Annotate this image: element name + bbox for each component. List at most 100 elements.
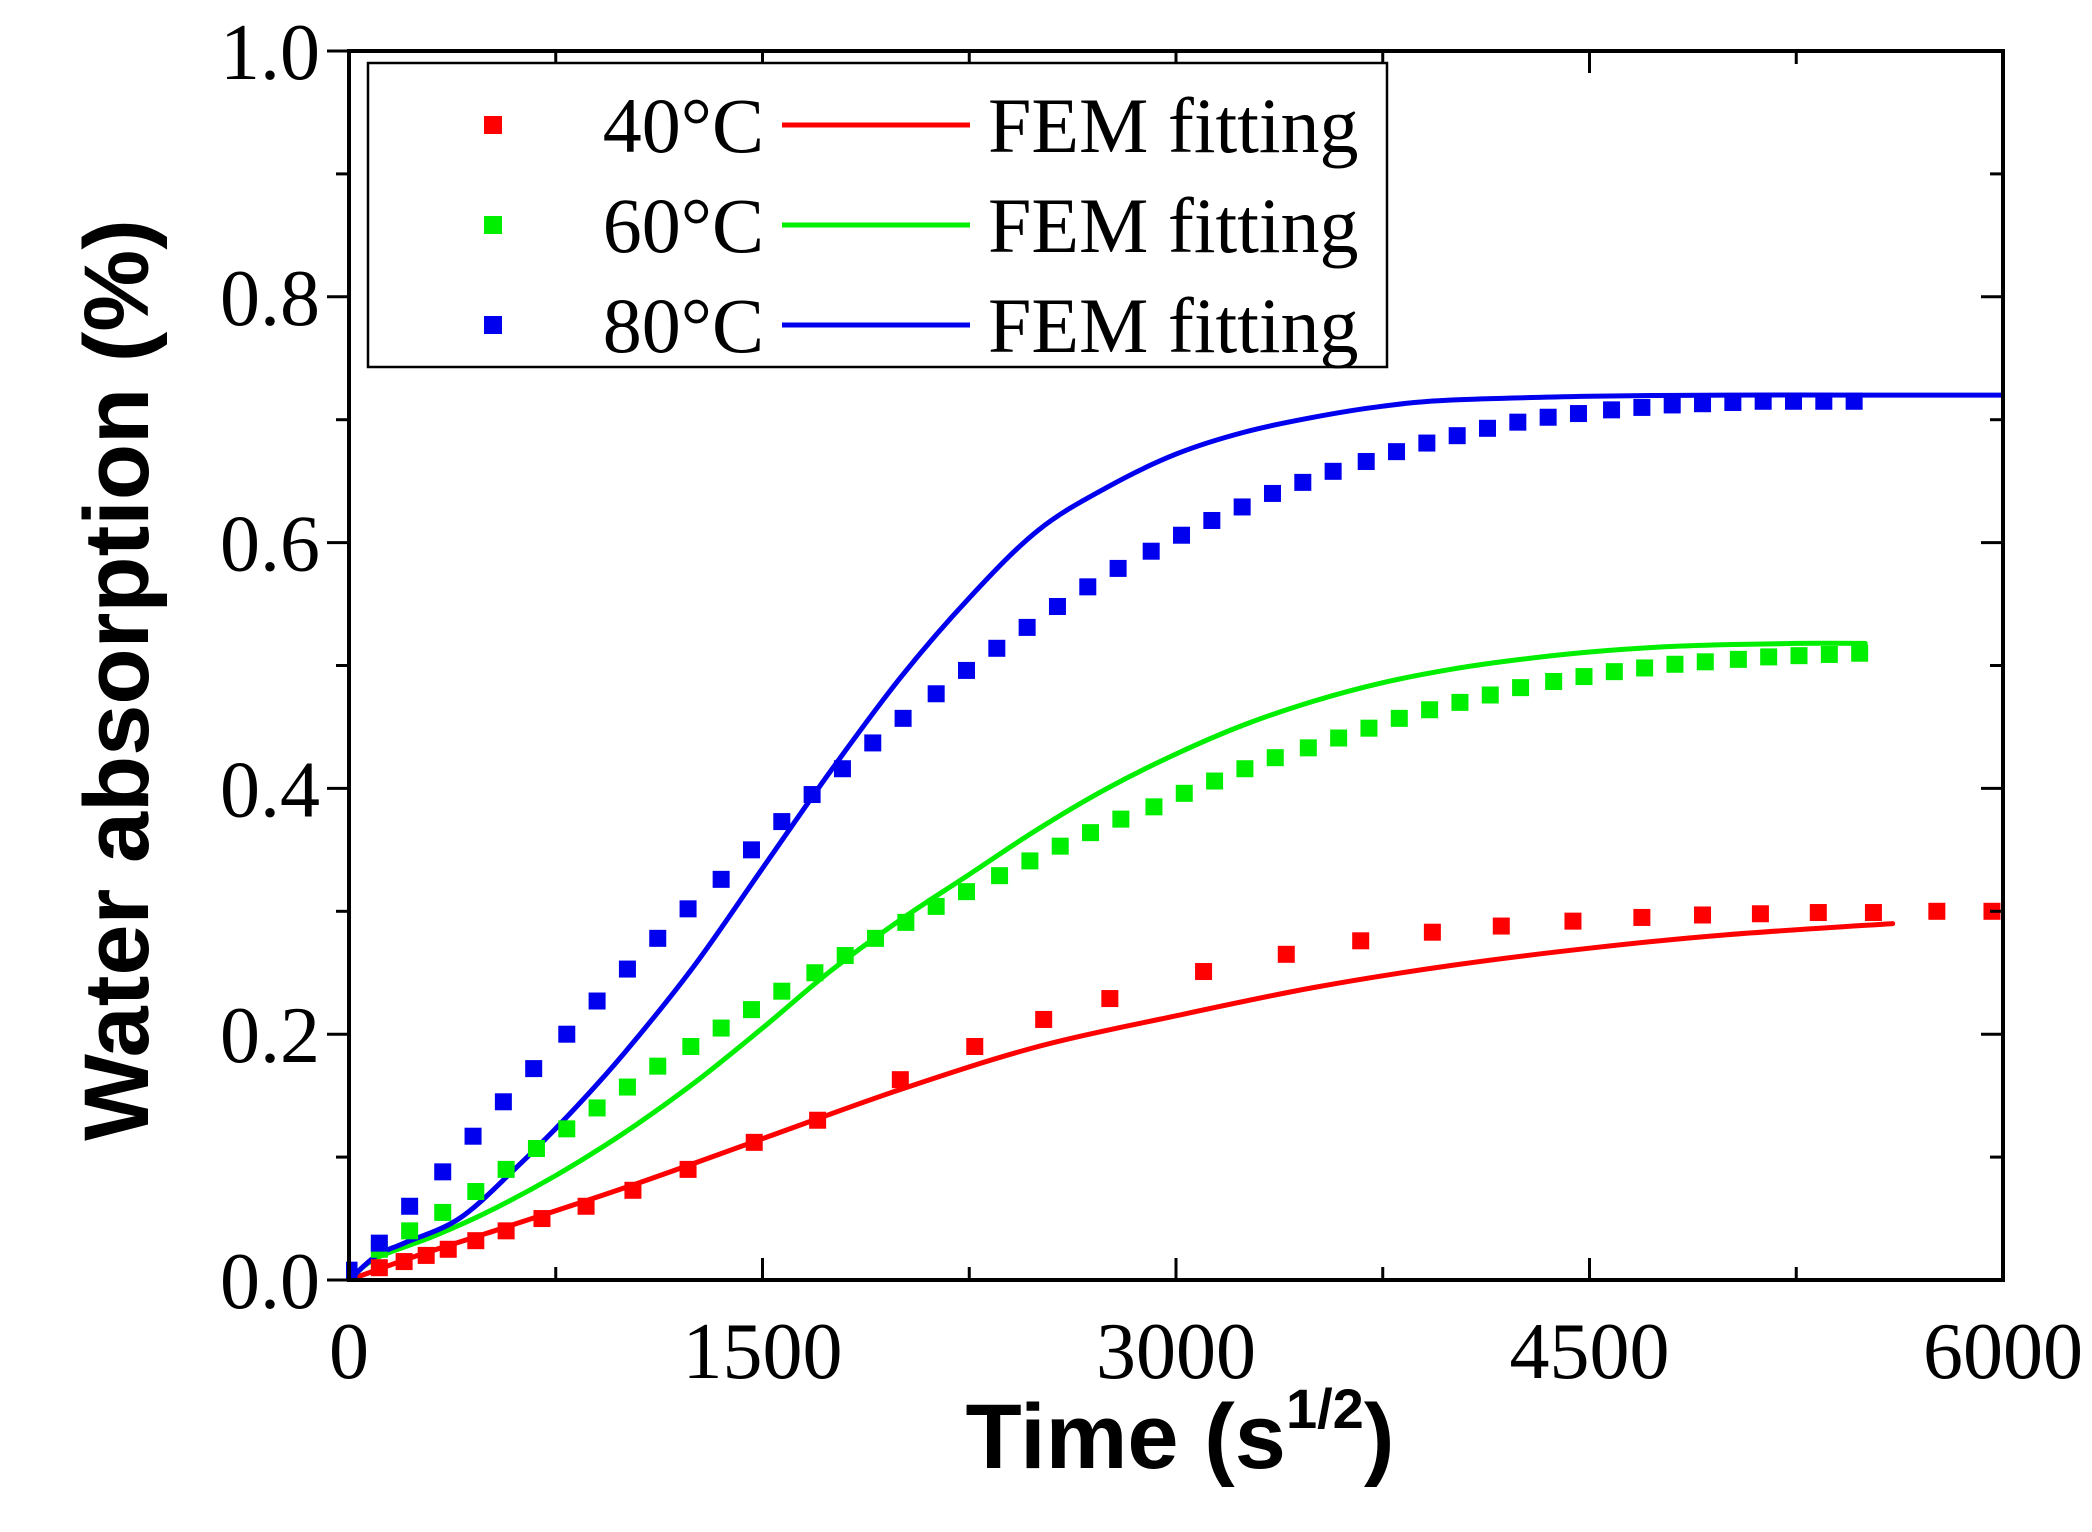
y-tick-label-1-0: 1.0 — [220, 9, 320, 97]
data-point-40-c — [1928, 902, 1946, 920]
data-point-80-c — [957, 661, 975, 679]
data-point-60-c — [773, 982, 791, 1000]
data-markers — [346, 392, 2001, 1280]
data-point-40-c — [1352, 932, 1370, 950]
data-point-40-c — [497, 1222, 515, 1240]
data-point-40-c — [891, 1071, 909, 1089]
data-point-40-c — [417, 1246, 435, 1264]
data-point-40-c — [533, 1210, 551, 1228]
data-point-60-c — [1266, 749, 1284, 767]
x-tick-label-1500: 1500 — [683, 1308, 843, 1396]
y-tick-labels: 0.0 0.2 0.4 0.6 0.8 1.0 — [220, 9, 320, 1326]
data-point-60-c — [1145, 798, 1163, 816]
fit-line-80-c — [346, 392, 2004, 1280]
data-point-80-c — [1109, 559, 1127, 577]
data-point-60-c — [1605, 663, 1623, 681]
data-point-80-c — [1539, 408, 1557, 426]
y-tick-label-0-0: 0.0 — [220, 1238, 320, 1326]
data-point-80-c — [1418, 434, 1436, 452]
x-axis-title: Time (s1/2) — [966, 1377, 1395, 1488]
x-axis-title-close: ) — [1364, 1386, 1395, 1488]
y-axis-title: Water absorption (%) — [66, 219, 168, 1141]
data-point-80-c — [1569, 405, 1587, 423]
data-point-40-c — [1101, 990, 1119, 1008]
data-point-80-c — [1324, 462, 1342, 480]
data-point-60-c — [1236, 760, 1254, 778]
data-point-60-c — [1512, 679, 1530, 697]
data-point-80-c — [1633, 398, 1651, 416]
data-point-60-c — [1206, 772, 1224, 790]
data-point-80-c — [558, 1025, 576, 1043]
data-point-60-c — [1082, 824, 1100, 842]
data-point-80-c — [618, 960, 636, 978]
data-point-60-c — [1112, 810, 1130, 828]
data-point-40-c — [1492, 917, 1510, 935]
data-point-80-c — [1018, 618, 1036, 636]
data-point-80-c — [1142, 542, 1160, 560]
x-axis-title-superscript: 1/2 — [1286, 1377, 1364, 1440]
data-point-80-c — [894, 709, 912, 727]
data-point-40-c — [1633, 908, 1651, 926]
x-tick-label-4500: 4500 — [1510, 1308, 1670, 1396]
data-point-60-c — [1051, 837, 1069, 855]
data-point-60-c — [497, 1160, 515, 1178]
data-point-80-c — [742, 841, 760, 859]
data-point-40-c — [745, 1133, 763, 1151]
legend-fit-label-40-c: FEM fitting — [988, 82, 1359, 169]
data-point-80-c — [1509, 413, 1527, 431]
data-point-60-c — [1636, 659, 1654, 677]
data-point-40-c — [1423, 923, 1441, 941]
data-point-60-c — [1851, 644, 1869, 662]
data-point-80-c — [1754, 392, 1772, 410]
data-point-60-c — [1545, 672, 1563, 690]
data-point-80-c — [1815, 392, 1833, 410]
data-point-80-c — [1724, 393, 1742, 411]
data-point-40-c — [809, 1111, 827, 1129]
data-point-60-c — [434, 1203, 452, 1221]
data-point-80-c — [1263, 484, 1281, 502]
data-point-60-c — [1696, 653, 1714, 671]
data-point-80-c — [1663, 396, 1681, 414]
data-point-80-c — [1079, 578, 1097, 596]
data-point-80-c — [1694, 395, 1712, 413]
data-point-80-c — [370, 1234, 388, 1252]
legend-entries: 40°C FEM fitting 60°C FEM fitting 80°C FEM fi… — [484, 82, 1359, 369]
y-tick-label-0-4: 0.4 — [220, 746, 320, 834]
data-point-80-c — [988, 639, 1006, 657]
data-point-80-c — [1448, 427, 1466, 445]
data-point-60-c — [1790, 647, 1808, 665]
data-point-40-c — [1195, 963, 1213, 981]
data-point-60-c — [1729, 650, 1747, 668]
data-point-40-c — [467, 1232, 485, 1250]
x-tick-label-3000: 3000 — [1096, 1308, 1256, 1396]
data-point-80-c — [1784, 392, 1802, 410]
y-tick-label-0-8: 0.8 — [220, 255, 320, 343]
data-point-80-c — [1203, 511, 1221, 529]
fit-line-60-c — [346, 640, 1868, 1280]
data-point-60-c — [836, 947, 854, 965]
data-point-80-c — [864, 734, 882, 752]
data-point-60-c — [1330, 729, 1348, 747]
data-point-80-c — [588, 992, 606, 1010]
legend-label-40-c: 40°C — [603, 82, 764, 169]
data-point-80-c — [346, 1261, 358, 1279]
data-point-80-c — [712, 870, 730, 888]
data-point-80-c — [1294, 473, 1312, 491]
data-point-60-c — [558, 1120, 576, 1138]
data-point-80-c — [1603, 401, 1621, 419]
data-point-60-c — [712, 1019, 730, 1037]
data-point-40-c — [1694, 906, 1712, 924]
data-point-60-c — [867, 929, 885, 947]
data-point-80-c — [401, 1197, 419, 1215]
fit-lines — [346, 392, 2004, 1280]
data-point-60-c — [957, 883, 975, 901]
data-point-80-c — [679, 900, 697, 918]
data-point-60-c — [806, 964, 824, 982]
legend-fit-label-80-c: FEM fitting — [988, 282, 1359, 369]
data-point-40-c — [1864, 904, 1882, 922]
data-point-80-c — [649, 929, 667, 947]
data-point-60-c — [1021, 852, 1039, 870]
data-point-60-c — [991, 867, 1009, 885]
legend-marker-40-c — [484, 116, 502, 134]
